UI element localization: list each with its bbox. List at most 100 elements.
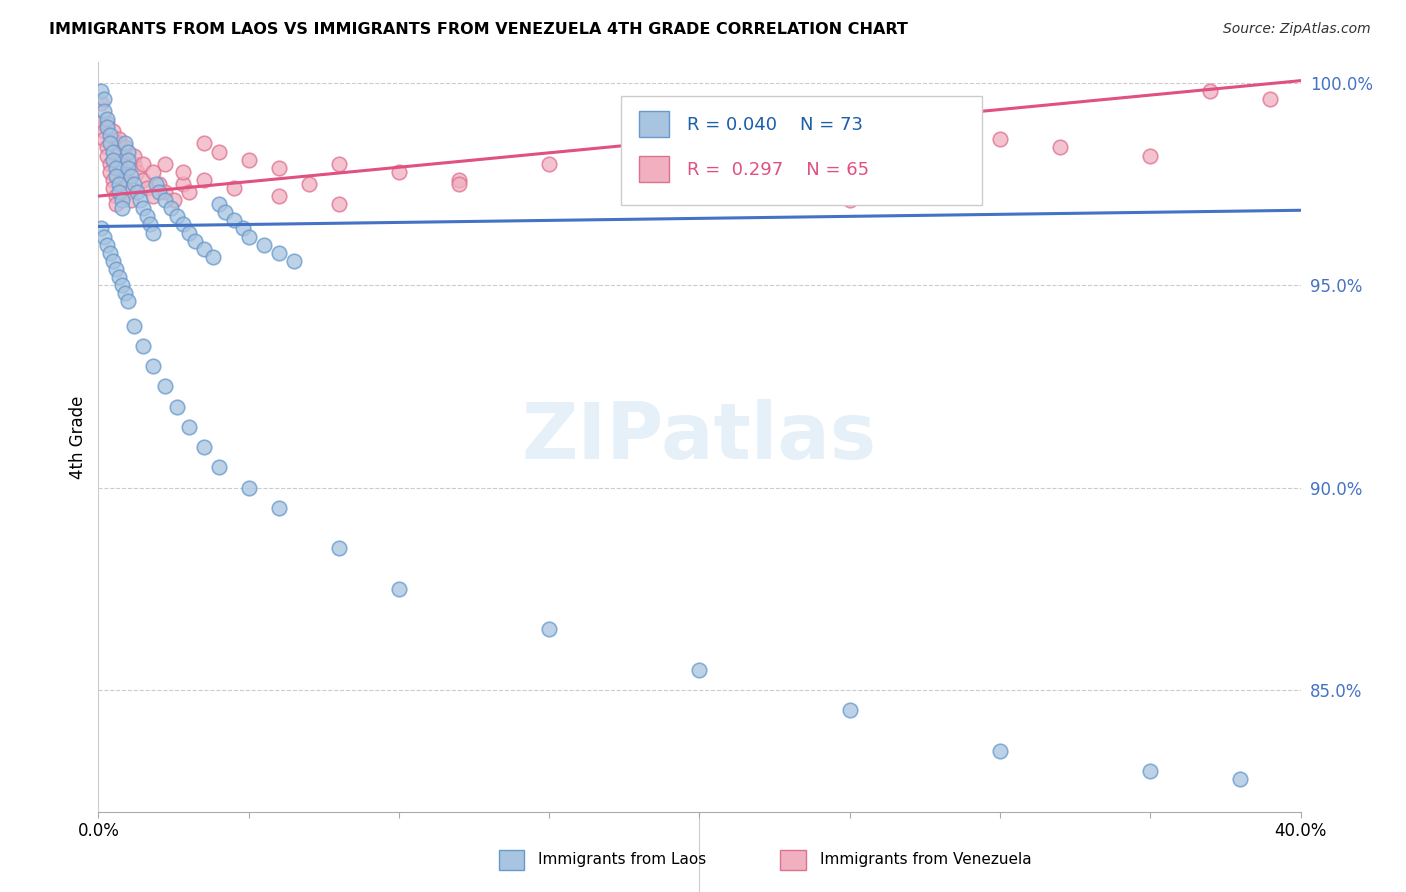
- Point: [124, 157, 146, 171]
- Point: [111, 153, 134, 167]
- Point: [172, 218, 194, 232]
- Point: [162, 193, 184, 207]
- Point: [105, 161, 128, 175]
- Point: [159, 201, 181, 215]
- Point: [153, 193, 176, 207]
- Point: [103, 153, 125, 167]
- Point: [538, 623, 561, 637]
- Bar: [640, 112, 669, 137]
- Text: R = 0.040    N = 73: R = 0.040 N = 73: [688, 116, 863, 134]
- Point: [214, 205, 236, 219]
- Point: [193, 136, 215, 151]
- Point: [111, 278, 134, 293]
- Point: [201, 250, 224, 264]
- Point: [108, 145, 131, 159]
- Point: [267, 161, 290, 175]
- Point: [129, 193, 152, 207]
- Point: [100, 136, 122, 151]
- Point: [117, 145, 139, 159]
- Point: [193, 173, 215, 187]
- Point: [127, 185, 149, 199]
- Point: [132, 173, 155, 187]
- Text: Source: ZipAtlas.com: Source: ZipAtlas.com: [1223, 22, 1371, 37]
- Text: Immigrants from Laos: Immigrants from Laos: [538, 853, 707, 867]
- Text: R =  0.297    N = 65: R = 0.297 N = 65: [688, 161, 869, 178]
- Point: [148, 177, 170, 191]
- Point: [748, 157, 770, 171]
- Point: [96, 140, 118, 154]
- Point: [93, 124, 115, 138]
- Point: [388, 165, 411, 179]
- Point: [117, 185, 139, 199]
- Point: [1199, 84, 1222, 98]
- Bar: [640, 156, 669, 182]
- Point: [141, 359, 163, 374]
- Point: [90, 95, 112, 110]
- Point: [100, 128, 122, 143]
- Point: [447, 173, 470, 187]
- Point: [111, 201, 134, 215]
- Point: [183, 234, 205, 248]
- Point: [328, 157, 350, 171]
- Point: [114, 136, 136, 151]
- Point: [328, 197, 350, 211]
- Point: [114, 169, 136, 183]
- Point: [117, 161, 139, 175]
- Point: [108, 132, 131, 146]
- Point: [96, 148, 118, 162]
- Point: [90, 84, 112, 98]
- Point: [628, 185, 651, 199]
- Point: [447, 177, 470, 191]
- Point: [124, 177, 146, 191]
- Point: [222, 181, 245, 195]
- Point: [121, 169, 143, 183]
- Point: [988, 744, 1011, 758]
- Point: [100, 165, 122, 179]
- Point: [838, 703, 860, 717]
- Point: [298, 177, 321, 191]
- Point: [90, 221, 112, 235]
- Point: [193, 242, 215, 256]
- Point: [108, 177, 131, 191]
- Point: [177, 226, 200, 240]
- Point: [96, 116, 118, 130]
- Point: [538, 157, 561, 171]
- Point: [267, 189, 290, 203]
- Text: Immigrants from Venezuela: Immigrants from Venezuela: [820, 853, 1032, 867]
- Point: [177, 420, 200, 434]
- Point: [124, 148, 146, 162]
- Point: [93, 92, 115, 106]
- Point: [208, 460, 231, 475]
- Point: [238, 229, 260, 244]
- Point: [100, 245, 122, 260]
- Point: [267, 245, 290, 260]
- Point: [111, 161, 134, 175]
- Point: [90, 116, 112, 130]
- Point: [135, 210, 157, 224]
- Point: [127, 165, 149, 179]
- Point: [388, 582, 411, 596]
- Point: [253, 237, 276, 252]
- Point: [108, 270, 131, 285]
- Point: [328, 541, 350, 556]
- Text: ZIPatlas: ZIPatlas: [522, 399, 877, 475]
- Point: [93, 103, 115, 118]
- Bar: [621, 96, 981, 205]
- Point: [108, 136, 131, 151]
- Point: [689, 148, 711, 162]
- Point: [117, 294, 139, 309]
- Point: [114, 286, 136, 301]
- Y-axis label: 4th Grade: 4th Grade: [69, 395, 87, 479]
- Point: [141, 189, 163, 203]
- Text: IMMIGRANTS FROM LAOS VS IMMIGRANTS FROM VENEZUELA 4TH GRADE CORRELATION CHART: IMMIGRANTS FROM LAOS VS IMMIGRANTS FROM …: [49, 22, 908, 37]
- Point: [105, 262, 128, 277]
- Point: [103, 145, 125, 159]
- Point: [117, 177, 139, 191]
- Point: [105, 197, 128, 211]
- Point: [96, 120, 118, 135]
- Point: [238, 153, 260, 167]
- Point: [838, 193, 860, 207]
- Point: [1260, 92, 1282, 106]
- Point: [93, 229, 115, 244]
- Point: [138, 218, 160, 232]
